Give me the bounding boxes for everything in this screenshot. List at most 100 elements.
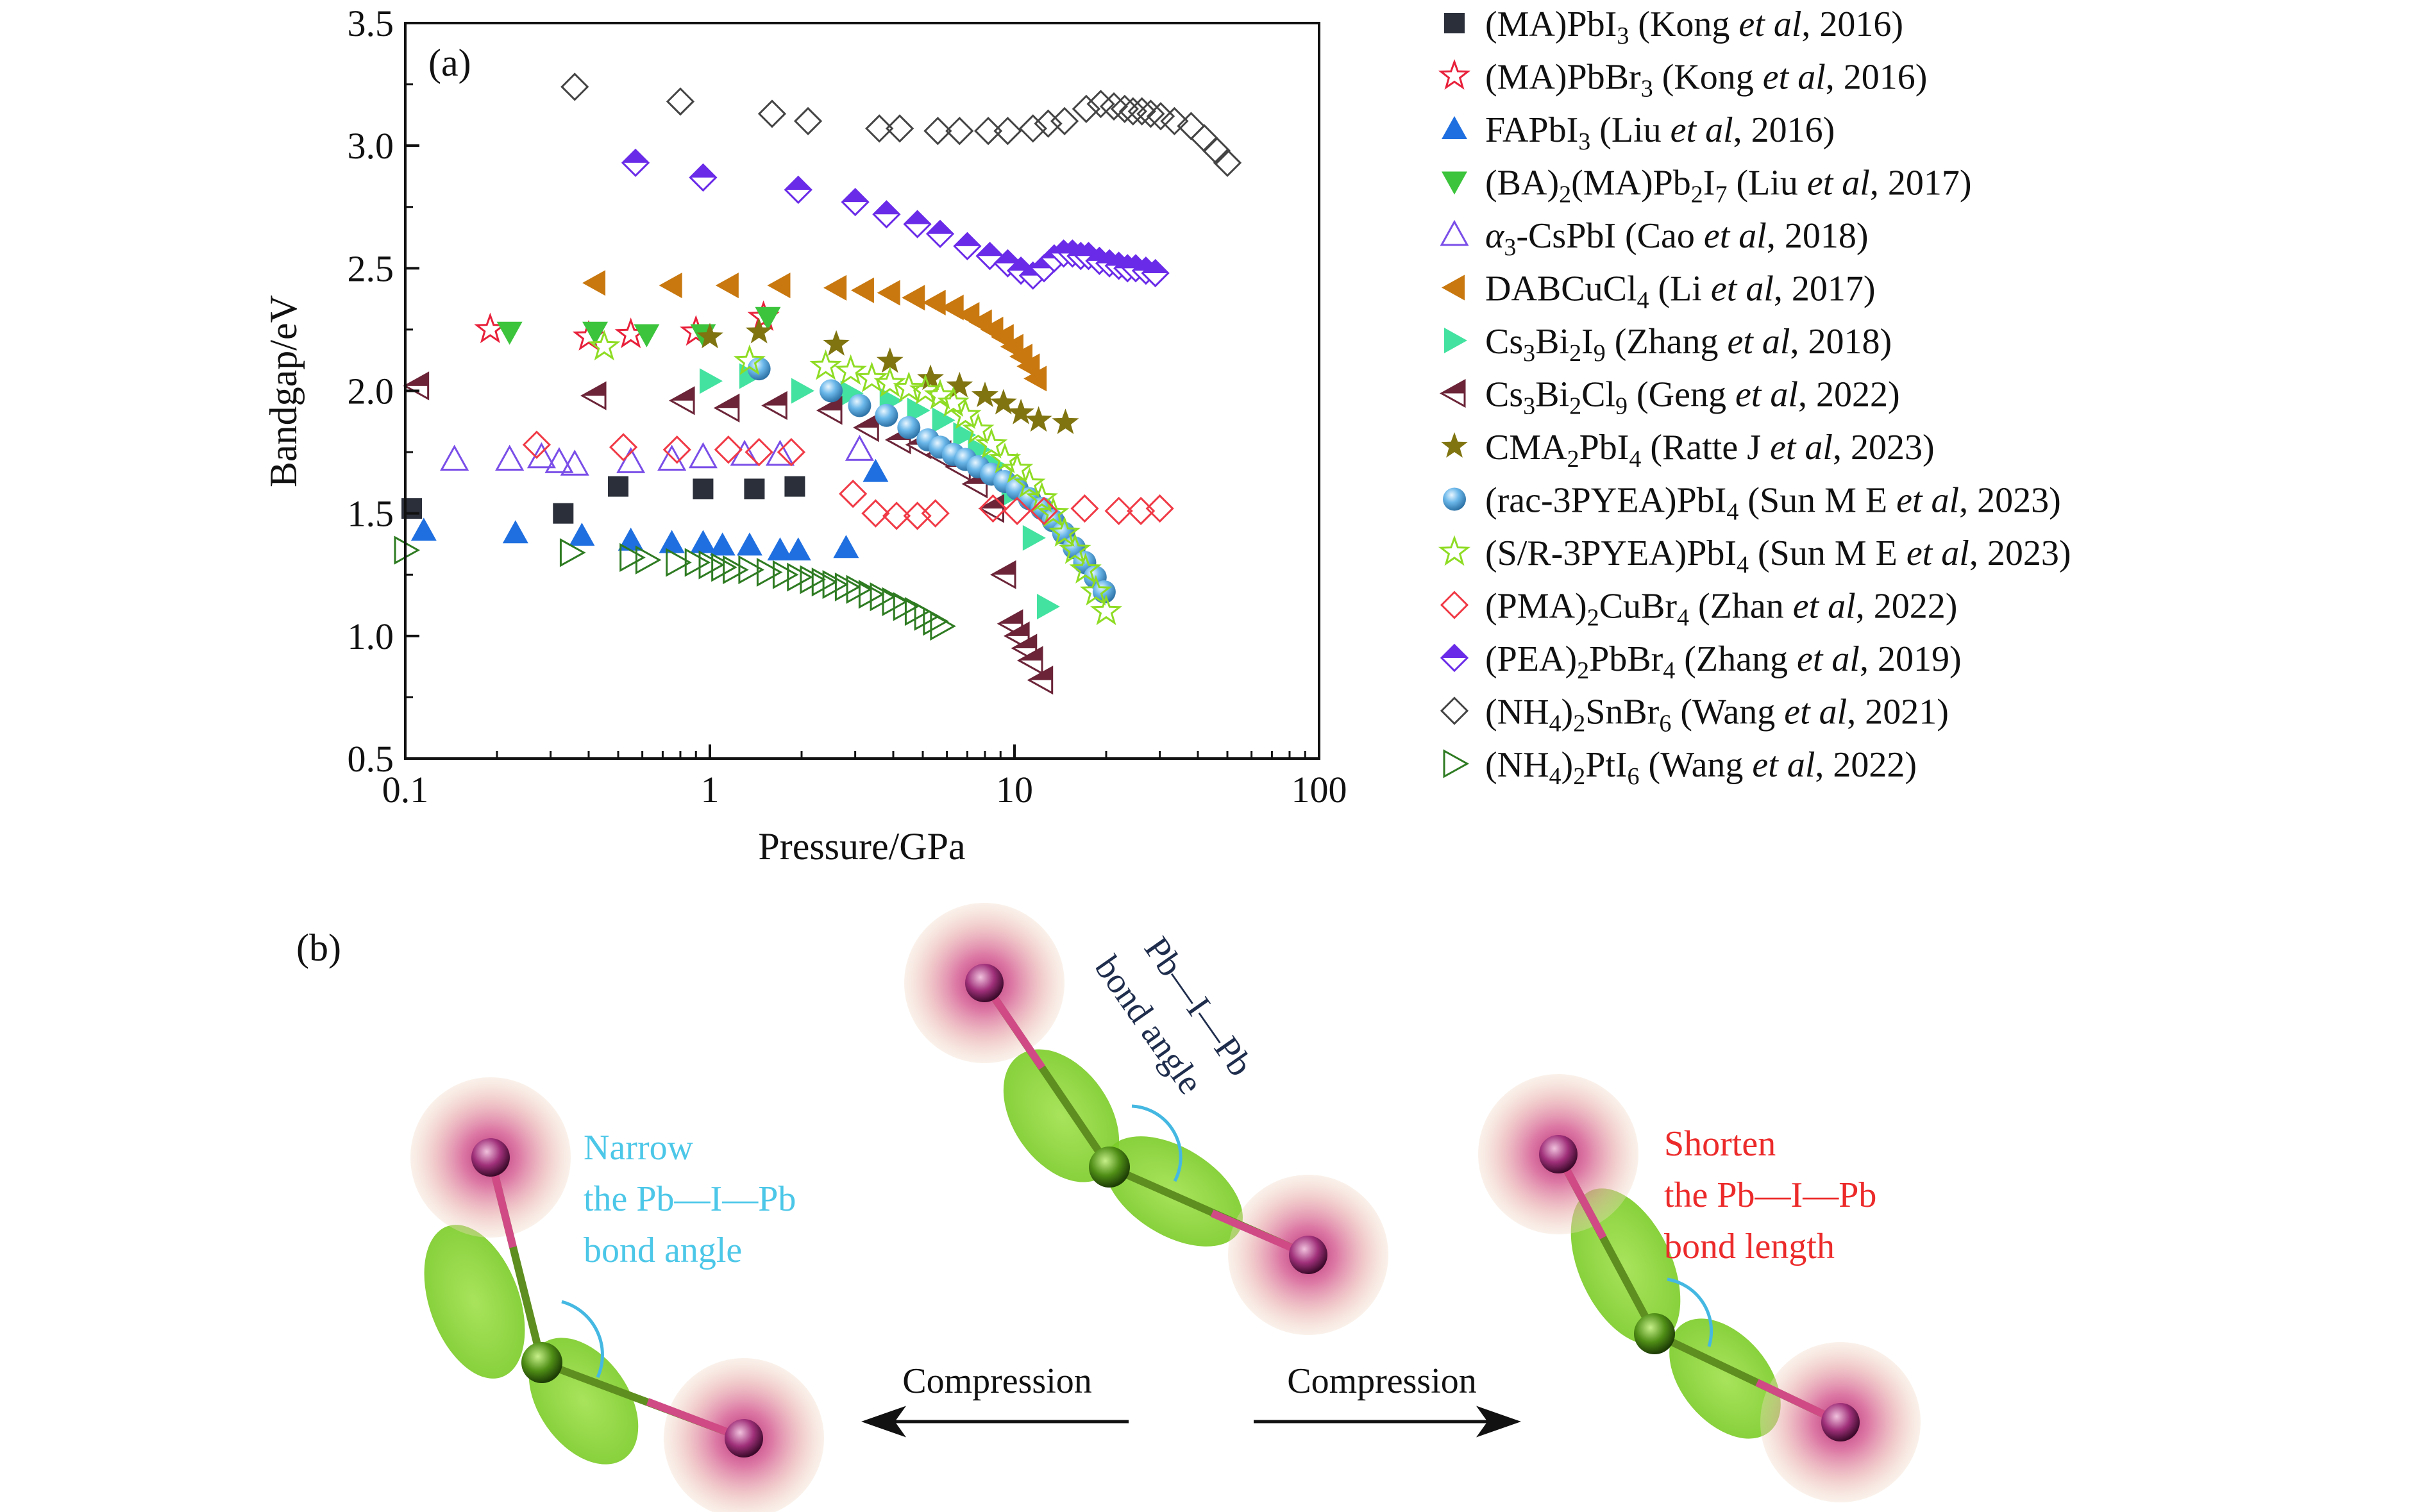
bond-angle-arc xyxy=(1667,1277,1713,1347)
data-point xyxy=(410,517,437,541)
data-point xyxy=(1052,408,1079,434)
data-point xyxy=(945,117,974,146)
y-tick-label: 2.0 xyxy=(348,371,394,412)
legend-label: FAPbI3 (Liu et al, 2016) xyxy=(1485,110,1835,155)
legend-marker xyxy=(1438,535,1471,566)
data-point xyxy=(696,323,723,349)
data-point xyxy=(937,386,970,417)
data-point xyxy=(873,366,906,398)
data-point xyxy=(1118,97,1147,126)
data-point xyxy=(580,381,607,410)
panel-b-label: (b) xyxy=(296,927,341,969)
data-point xyxy=(978,494,1004,523)
data-point xyxy=(1036,593,1060,619)
data-point xyxy=(784,476,805,497)
data-point xyxy=(932,407,955,433)
data-point xyxy=(777,437,806,467)
data-point xyxy=(834,354,867,385)
data-point xyxy=(923,378,957,410)
data-point xyxy=(736,532,762,556)
legend-item: CMA2PbI4 (Ratte J et al, 2023) xyxy=(1441,428,1935,473)
legend-item: (PMA)2CuBr4 (Zhan et al, 2022) xyxy=(1440,587,1957,632)
data-point xyxy=(1034,109,1063,138)
data-point xyxy=(616,447,646,473)
legend-marker xyxy=(1444,13,1465,33)
data-point xyxy=(1050,106,1079,136)
data-point xyxy=(767,273,791,299)
data-point xyxy=(553,503,574,524)
data-point xyxy=(848,394,871,417)
legend-item: Cs3Bi2I9 (Zhang et al, 2018) xyxy=(1444,322,1892,367)
data-point xyxy=(659,530,685,553)
pb-atom xyxy=(965,964,1004,1002)
data-point xyxy=(1059,533,1091,564)
legend-marker xyxy=(1440,219,1469,246)
data-point xyxy=(973,117,1003,146)
data-point xyxy=(747,357,771,381)
data-point xyxy=(820,379,843,403)
data-point xyxy=(618,527,644,551)
legend-item: FAPbI3 (Liu et al, 2016) xyxy=(1442,110,1835,155)
data-point xyxy=(765,439,795,466)
chart-marks xyxy=(394,72,1242,695)
data-point xyxy=(1136,99,1165,128)
chart-axes: 0.1 1 10 100 0.5 1.0 1.5 2.0 2.5 3.0 3.5 xyxy=(348,3,1347,811)
data-point xyxy=(560,72,589,101)
data-point xyxy=(608,476,629,497)
data-point xyxy=(1016,353,1040,380)
arrow-label-left: Compression xyxy=(902,1361,1092,1401)
data-point xyxy=(700,368,723,394)
legend-label: (MA)PbI3 (Kong et al, 2016) xyxy=(1485,4,1903,49)
data-point xyxy=(496,321,523,345)
data-point xyxy=(841,187,870,217)
series-8 xyxy=(403,371,1054,695)
x-tick-label: 100 xyxy=(1292,769,1347,811)
data-point xyxy=(949,398,982,430)
legend-marker xyxy=(1438,59,1471,90)
data-point xyxy=(917,364,944,391)
data-point xyxy=(1099,92,1129,121)
molecule-center xyxy=(904,903,1388,1335)
data-point xyxy=(953,231,982,261)
data-point xyxy=(833,535,859,559)
legend-item: (NH4)2PtI6 (Wang et al, 2022) xyxy=(1443,745,1917,790)
legend-label: DABCuCl4 (Li et al, 2017) xyxy=(1485,269,1876,314)
molecule-left xyxy=(410,1077,824,1512)
series-14 xyxy=(560,72,1242,178)
legend-marker xyxy=(1440,591,1469,619)
data-point xyxy=(709,532,736,556)
data-point xyxy=(1213,148,1242,178)
pb-atom xyxy=(1289,1236,1327,1274)
legend-item: α3-CsPbI (Cao et al, 2018) xyxy=(1440,216,1869,261)
data-point xyxy=(897,416,921,439)
data-point xyxy=(975,428,1008,459)
legend-label: (MA)PbBr3 (Kong et al, 2016) xyxy=(1485,58,1927,103)
data-point xyxy=(865,114,894,143)
data-point xyxy=(688,442,718,469)
data-point xyxy=(785,537,811,561)
series-5 xyxy=(440,435,874,476)
panel-a-label: (a) xyxy=(428,42,471,84)
data-point xyxy=(1160,106,1189,136)
legend-item: (MA)PbI3 (Kong et al, 2016) xyxy=(1444,4,1903,49)
data-point xyxy=(1013,467,1046,498)
data-point xyxy=(582,270,606,296)
plot-frame xyxy=(404,22,1320,760)
data-point xyxy=(744,478,765,500)
data-point xyxy=(823,330,850,356)
legend-label: Cs3Bi2I9 (Zhang et al, 2018) xyxy=(1485,322,1892,367)
legend-item: (BA)2(MA)Pb2I7 (Liu et al, 2017) xyxy=(1442,164,1972,208)
data-point xyxy=(1104,496,1133,525)
bond-angle-arc xyxy=(561,1300,604,1379)
legend-label: Cs3Bi2Cl9 (Geng et al, 2022) xyxy=(1485,375,1900,420)
orbital-lobe xyxy=(1003,1049,1120,1182)
data-point xyxy=(714,435,743,464)
data-point xyxy=(1190,124,1219,153)
legend-item: (NH4)2SnBr6 (Wang et al, 2021) xyxy=(1440,693,1949,737)
orbital-lobe xyxy=(424,1225,525,1379)
series-3 xyxy=(410,458,889,561)
data-point xyxy=(745,317,773,344)
compression-arrow-right: Compression xyxy=(1254,1361,1521,1438)
data-point xyxy=(930,611,956,641)
pb-atom xyxy=(471,1138,510,1177)
